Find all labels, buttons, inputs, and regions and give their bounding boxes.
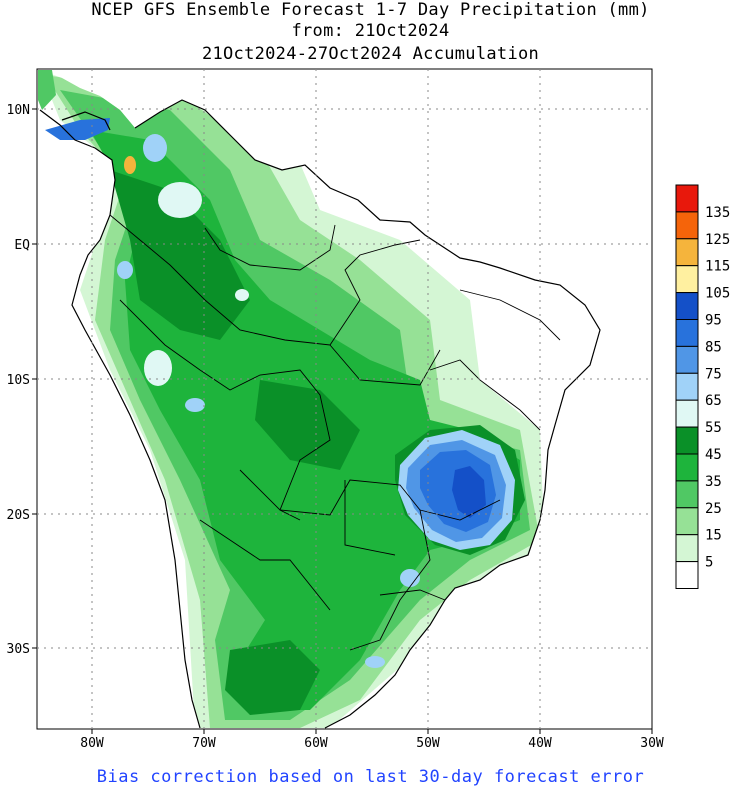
- legend-label: 85: [705, 339, 722, 355]
- country-borders: [109, 214, 561, 651]
- legend-swatch: [675, 265, 699, 294]
- legend-swatch: [675, 292, 699, 321]
- legend-swatch: [675, 399, 699, 428]
- legend-label: 115: [705, 259, 730, 275]
- legend-label: 25: [705, 501, 722, 517]
- title-line-2: from: 21Oct2024: [291, 21, 450, 41]
- lon-label-80w: 80W: [80, 736, 104, 751]
- legend-swatch: [675, 534, 699, 563]
- legend-label: 55: [705, 420, 722, 436]
- legend-swatch: [675, 480, 699, 509]
- lon-label-30w: 30W: [640, 736, 664, 751]
- axis-ticks: [32, 108, 653, 734]
- color-legend: 135 125 115 105 95 85 75 65 55 45 35 25 15 5: [675, 184, 730, 589]
- legend-swatch: [675, 561, 699, 589]
- legend-label: 95: [705, 313, 722, 329]
- legend-swatch: [675, 426, 699, 455]
- legend-swatch: [675, 211, 699, 240]
- graticule: [37, 69, 652, 729]
- lat-label-30s: 30S: [7, 642, 30, 657]
- lon-label-70w: 70W: [192, 736, 216, 751]
- precip-patch-central-america: [38, 70, 56, 110]
- title-line-1: NCEP GFS Ensemble Forecast 1-7 Day Preci…: [91, 0, 650, 20]
- legend-label: 105: [705, 286, 730, 302]
- lon-label-40w: 40W: [528, 736, 552, 751]
- legend-swatch: [675, 184, 699, 213]
- legend-label: 125: [705, 232, 730, 248]
- legend-swatch: [675, 345, 699, 374]
- legend-swatch: [675, 372, 699, 401]
- lon-label-50w: 50W: [416, 736, 440, 751]
- legend-label: 5: [705, 555, 713, 571]
- lat-label-eq: EQ: [14, 238, 30, 253]
- legend-label: 35: [705, 474, 722, 490]
- legend-label: 45: [705, 447, 722, 463]
- legend-label: 75: [705, 366, 722, 382]
- bias-correction-note: Bias correction based on last 30-day for…: [96, 767, 645, 787]
- legend-swatch: [675, 238, 699, 267]
- legend-swatch: [675, 319, 699, 347]
- lat-label-10s: 10S: [7, 373, 30, 388]
- legend-label: 135: [705, 205, 730, 221]
- legend-swatch: [675, 453, 699, 482]
- lat-label-10n: 10N: [7, 103, 30, 118]
- lat-label-20s: 20S: [7, 508, 30, 523]
- legend-label: 65: [705, 393, 722, 409]
- legend-swatch: [675, 507, 699, 536]
- precip-patch-caribbean: [45, 118, 110, 140]
- legend-label: 15: [705, 528, 722, 544]
- title-line-3: 21Oct2024-27Oct2024 Accumulation: [201, 44, 540, 64]
- lon-label-60w: 60W: [304, 736, 328, 751]
